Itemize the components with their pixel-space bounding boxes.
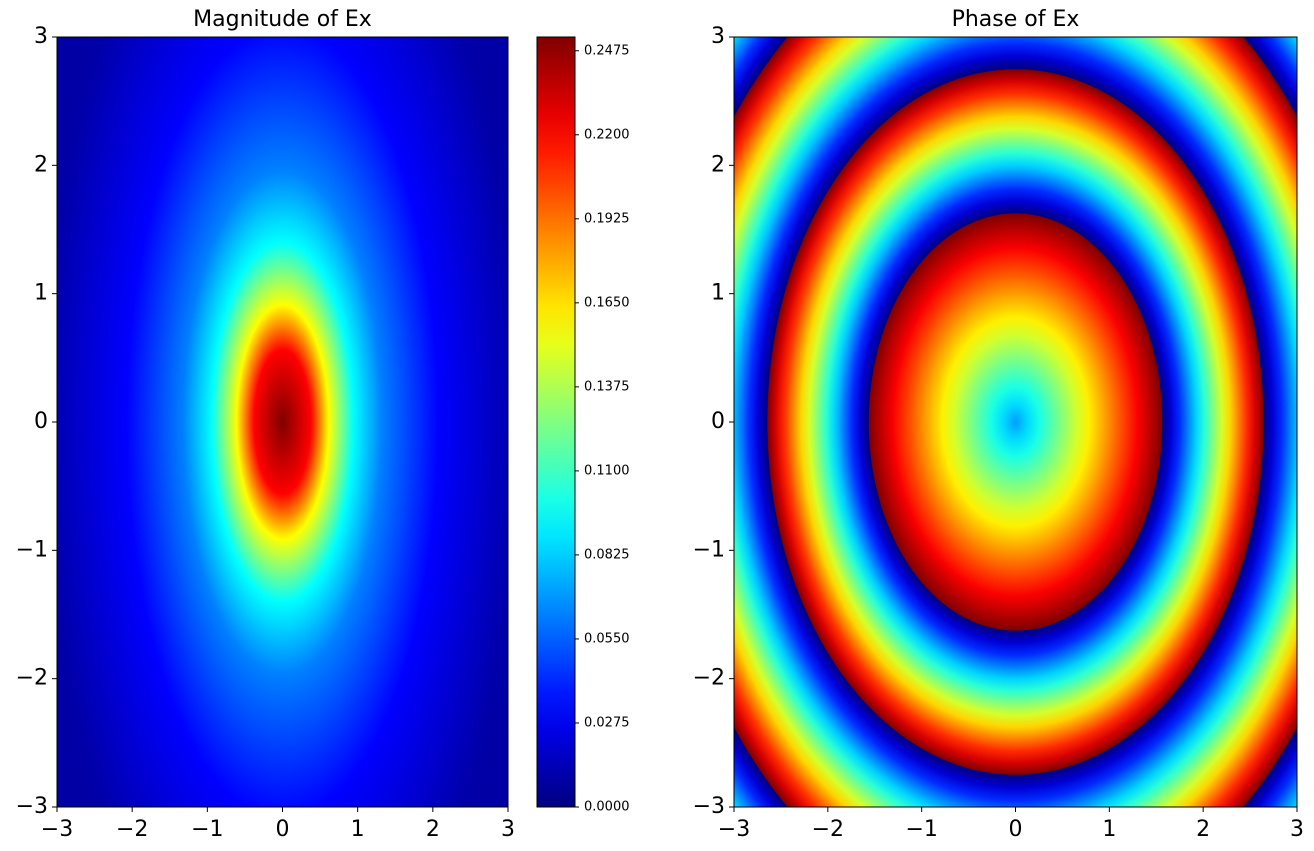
y-tick-label: 1	[34, 281, 48, 306]
x-tick-label: −2	[116, 817, 148, 842]
x-tick-label: 0	[1009, 817, 1023, 842]
colorbar-tick-label: 0.1375	[584, 379, 630, 394]
colorbar-tick-label: 0.2200	[584, 127, 630, 142]
x-tick-label: 1	[351, 817, 365, 842]
y-tick-label: 1	[711, 281, 725, 306]
magnitude-field	[57, 37, 508, 807]
phase-field	[734, 37, 1297, 807]
y-tick-label: 2	[34, 152, 48, 177]
colorbar-tick-label: 0.1925	[584, 211, 630, 226]
x-tick-label: 1	[1102, 817, 1116, 842]
x-tick-label: −3	[41, 817, 73, 842]
x-tick-label: 3	[501, 817, 515, 842]
colorbar-tick-label: 0.2475	[584, 43, 630, 58]
x-tick-label: −1	[905, 817, 937, 842]
colorbar-tick-label: 0.1650	[584, 295, 630, 310]
colorbar-tick-label: 0.0275	[584, 715, 630, 730]
y-tick-label: 3	[711, 24, 725, 49]
x-tick-label: −3	[718, 817, 750, 842]
colorbar-tick-label: 0.0825	[584, 547, 630, 562]
x-tick-label: 0	[276, 817, 290, 842]
chart-title: Phase of Ex	[952, 7, 1080, 32]
x-tick-label: −1	[191, 817, 223, 842]
y-tick-label: 2	[711, 152, 725, 177]
y-tick-label: −3	[693, 794, 725, 819]
y-tick-label: −2	[16, 666, 48, 691]
y-tick-label: −3	[16, 794, 48, 819]
y-tick-label: 3	[34, 24, 48, 49]
x-tick-label: −2	[812, 817, 844, 842]
colorbar	[536, 36, 576, 808]
x-tick-label: 3	[1290, 817, 1304, 842]
colorbar-tick-label: 0.0000	[584, 800, 630, 815]
y-tick-label: −1	[16, 537, 48, 562]
x-tick-label: 2	[1196, 817, 1210, 842]
chart-title: Magnitude of Ex	[193, 7, 372, 32]
y-tick-label: −1	[693, 537, 725, 562]
y-tick-label: 0	[711, 409, 725, 434]
x-tick-label: 2	[426, 817, 440, 842]
colorbar-tick-label: 0.0550	[584, 631, 630, 646]
y-tick-label: 0	[34, 409, 48, 434]
y-tick-label: −2	[693, 666, 725, 691]
colorbar-tick-label: 0.1100	[584, 463, 630, 478]
